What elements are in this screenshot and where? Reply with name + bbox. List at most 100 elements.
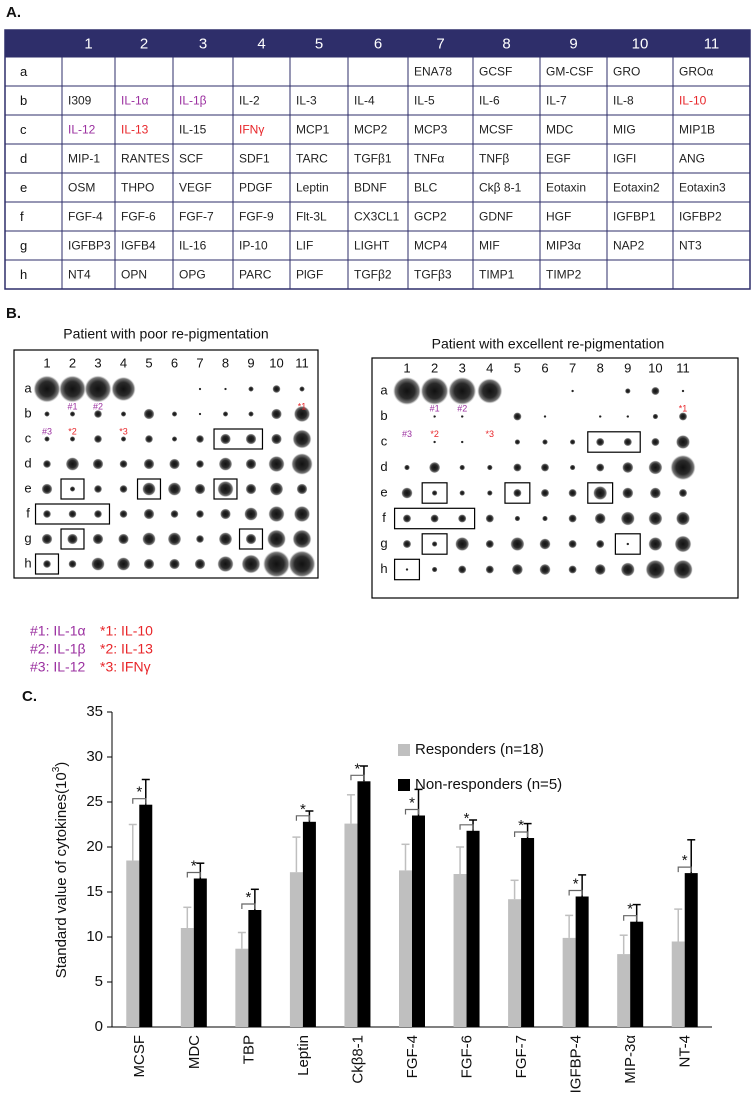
spot: [42, 559, 52, 569]
bar: [521, 838, 535, 1027]
spot: [485, 514, 494, 523]
x-tick-label: Leptin: [295, 1035, 312, 1076]
spot: [540, 463, 550, 472]
spot: [623, 437, 632, 447]
spot: [111, 376, 136, 402]
spot: [459, 490, 466, 496]
error-bar: [183, 906, 192, 928]
column-header: 7: [436, 35, 444, 52]
bar: [508, 899, 522, 1027]
spot: [670, 454, 696, 481]
spot: [293, 405, 311, 423]
spot: [594, 512, 606, 525]
spot: [513, 463, 522, 472]
table-cell: FGF-7: [179, 210, 214, 224]
highlight-box: [60, 478, 85, 500]
panel-label: C.: [22, 688, 37, 705]
blot-row-label: f: [382, 510, 386, 525]
spot: [430, 514, 439, 523]
y-tick-label: 35: [86, 703, 103, 720]
spot: [539, 538, 551, 550]
table-cell: TGFβ3: [414, 268, 452, 282]
row-label: a: [20, 64, 28, 79]
blot-column-label: 11: [295, 355, 309, 370]
x-tick-label: IGFBP-4: [568, 1035, 585, 1093]
table-cell: IL-10: [679, 94, 707, 108]
blot-column-label: 7: [569, 360, 576, 375]
y-axis-title-suffix: ): [53, 762, 70, 767]
table-cell: MDC: [546, 123, 574, 137]
bar: [357, 781, 371, 1027]
spot: [678, 412, 688, 421]
spot: [674, 535, 692, 553]
spot: [651, 437, 660, 447]
spot: [571, 389, 574, 393]
spot: [487, 464, 493, 471]
error-bar: [619, 934, 628, 955]
spot: [622, 487, 634, 499]
spot: [245, 533, 257, 545]
x-tick-label: FGF-6: [459, 1035, 476, 1078]
blot-row-label: c: [25, 430, 32, 445]
highlight-box: [238, 528, 264, 550]
panel-label: A.: [6, 4, 21, 21]
spot: [511, 563, 523, 576]
spot: [93, 434, 103, 444]
bar: [126, 860, 140, 1027]
spot: [513, 412, 522, 421]
blot-row-label: a: [380, 382, 388, 397]
spot-annotation: *2: [68, 426, 77, 436]
spot: [569, 439, 576, 445]
blot-row-label: g: [24, 530, 31, 545]
x-tick-label: FGF-4: [404, 1035, 421, 1078]
spot: [477, 378, 503, 404]
spot: [291, 453, 313, 475]
spot: [194, 483, 206, 495]
spot: [645, 559, 666, 580]
table-cell: IGFBP3: [68, 239, 111, 253]
table-cell: LIGHT: [354, 239, 390, 253]
row-label: h: [20, 267, 27, 282]
highlight-box: [421, 482, 448, 504]
bar: [453, 874, 467, 1027]
spot: [652, 413, 659, 420]
spot-annotation: #3: [402, 429, 412, 439]
error-bar: [346, 794, 355, 824]
spot: [648, 537, 663, 551]
highlight-box: [213, 428, 264, 450]
blot-row-label: h: [24, 555, 31, 570]
table-cell: OPN: [121, 268, 147, 282]
spot: [93, 509, 103, 519]
table-header-bg: [5, 30, 750, 57]
table-cell: OPG: [179, 268, 206, 282]
table-cell: IL-8: [613, 94, 634, 108]
spot: [69, 436, 76, 442]
spot: [593, 486, 608, 500]
table-cell: IL-16: [179, 239, 207, 253]
bar: [289, 872, 303, 1027]
spot: [401, 487, 413, 499]
panel-label: B.: [6, 305, 21, 322]
spot: [539, 563, 551, 576]
blot-column-label: 9: [247, 355, 254, 370]
legend-entry: *2: IL-13: [100, 641, 153, 657]
bar: [412, 815, 425, 1027]
table-cell: PARC: [239, 268, 272, 282]
bar: [180, 928, 194, 1027]
table-cell: IL-6: [479, 94, 500, 108]
table-cell: IL-3: [296, 94, 317, 108]
table-cell: MIP3α: [546, 239, 581, 253]
spot: [41, 483, 53, 495]
table-cell: IL-7: [546, 94, 567, 108]
legend-entry: #1: IL-1α: [30, 623, 86, 639]
bar: [399, 870, 412, 1027]
legend-entry: #2: IL-1β: [30, 641, 86, 657]
significance-star: *: [682, 852, 688, 869]
legend-entry: *1: IL-10: [100, 623, 153, 639]
spot: [41, 533, 53, 545]
spot: [543, 415, 547, 418]
table-cell: MCP2: [354, 123, 388, 137]
spot: [648, 460, 663, 475]
spot: [222, 411, 229, 417]
